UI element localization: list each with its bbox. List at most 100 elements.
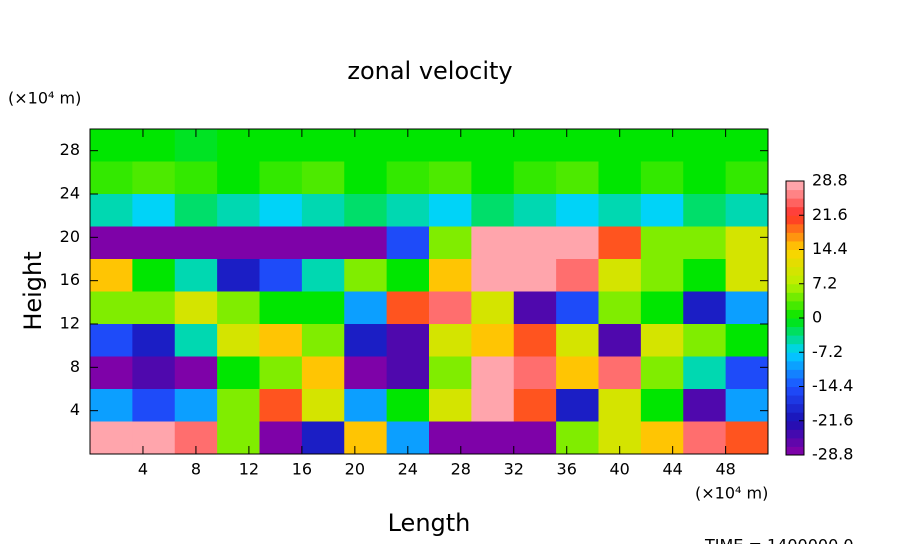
heat-cell [471, 259, 515, 292]
heat-cell [683, 421, 727, 455]
heat-cell [598, 161, 642, 195]
heat-cell [640, 226, 684, 260]
heat-cell [513, 226, 557, 260]
heat-cell [132, 291, 176, 325]
x-axis-label: Length [388, 509, 471, 537]
heat-cell [259, 161, 303, 195]
heat-cell [344, 129, 388, 162]
heat-cell [301, 324, 345, 357]
heat-cell [598, 291, 642, 325]
heat-cell [471, 389, 515, 422]
heat-cell [90, 356, 133, 390]
heat-cell [429, 129, 472, 162]
heat-cell [640, 356, 684, 390]
colorbar-tick-label: 28.8 [812, 171, 848, 190]
heat-cell [174, 291, 218, 325]
heat-cell [513, 324, 557, 357]
heat-cell [344, 324, 388, 357]
colorbar-band [786, 343, 804, 353]
colorbar-band [786, 420, 804, 430]
colorbar-tick-label: 14.4 [812, 239, 848, 258]
heat-cell [90, 324, 133, 357]
heat-cell [90, 291, 133, 325]
heat-cell [217, 291, 260, 325]
heat-cell [90, 389, 133, 422]
heat-cell [471, 226, 515, 260]
y-tick-label: 16 [60, 270, 80, 289]
colorbar-band [786, 198, 804, 208]
heat-cell [640, 389, 684, 422]
heat-cell [259, 389, 303, 422]
colorbar-band [786, 326, 804, 336]
heat-cell [598, 324, 642, 357]
heat-cell [513, 389, 557, 422]
heat-cell [301, 194, 345, 227]
colorbar-band [786, 258, 804, 268]
heat-cell [90, 259, 133, 292]
heat-cell [471, 194, 515, 227]
colorbar-band [786, 377, 804, 387]
heat-cell [301, 226, 345, 260]
heat-cell [513, 161, 557, 195]
heat-cell [174, 226, 218, 260]
chart-title: zonal velocity [347, 57, 512, 85]
heat-cell [725, 226, 769, 260]
x-tick-label: 4 [138, 460, 148, 479]
heat-cell [598, 356, 642, 390]
heat-cell [386, 356, 430, 390]
heat-cell [301, 389, 345, 422]
heat-cell [132, 389, 176, 422]
heat-cell [259, 259, 303, 292]
heat-cell [344, 421, 388, 455]
heat-cell [725, 324, 769, 357]
heat-cell [386, 226, 430, 260]
heat-cell [174, 356, 218, 390]
colorbar-band [786, 275, 804, 285]
heat-cell [556, 161, 599, 195]
heat-cell [301, 129, 345, 162]
y-tick-label: 20 [60, 227, 80, 246]
colorbar-tick-label: -21.6 [812, 410, 853, 429]
heat-cell [386, 259, 430, 292]
y-tick-label: 28 [60, 140, 80, 159]
colorbar-tick-label: -14.4 [812, 376, 853, 395]
heat-cell [386, 389, 430, 422]
heat-cell [344, 291, 388, 325]
heat-cell [556, 259, 599, 292]
heat-cell [640, 291, 684, 325]
y-axis-label: Height [19, 251, 47, 330]
heat-cell [174, 389, 218, 422]
heat-cell [217, 259, 260, 292]
heat-cell [90, 129, 133, 162]
heat-cell [429, 226, 472, 260]
heat-cell [217, 389, 260, 422]
heat-cell [259, 291, 303, 325]
heat-cell [556, 356, 599, 390]
heat-cell [513, 129, 557, 162]
heat-cell [683, 194, 727, 227]
x-tick-label: 12 [239, 460, 259, 479]
heat-cell [598, 389, 642, 422]
x-tick-label: 16 [292, 460, 312, 479]
x-tick-label: 36 [557, 460, 577, 479]
colorbar-band [786, 283, 804, 293]
heat-cell [556, 324, 599, 357]
colorbar-band [786, 223, 804, 233]
heat-cell [174, 259, 218, 292]
colorbar-tick-label: 7.2 [812, 273, 837, 292]
heat-cell [725, 291, 769, 325]
heat-cell [471, 421, 515, 455]
heat-cell [259, 194, 303, 227]
heat-cell [174, 161, 218, 195]
colorbar-band [786, 266, 804, 276]
heat-cell [132, 356, 176, 390]
heat-cell [683, 129, 727, 162]
heat-cell [344, 356, 388, 390]
heat-cell [725, 129, 769, 162]
heat-cell [725, 421, 769, 455]
heat-cell [725, 194, 769, 227]
heat-cell [132, 421, 176, 455]
colorbar-band [786, 215, 804, 225]
heat-cell [174, 194, 218, 227]
